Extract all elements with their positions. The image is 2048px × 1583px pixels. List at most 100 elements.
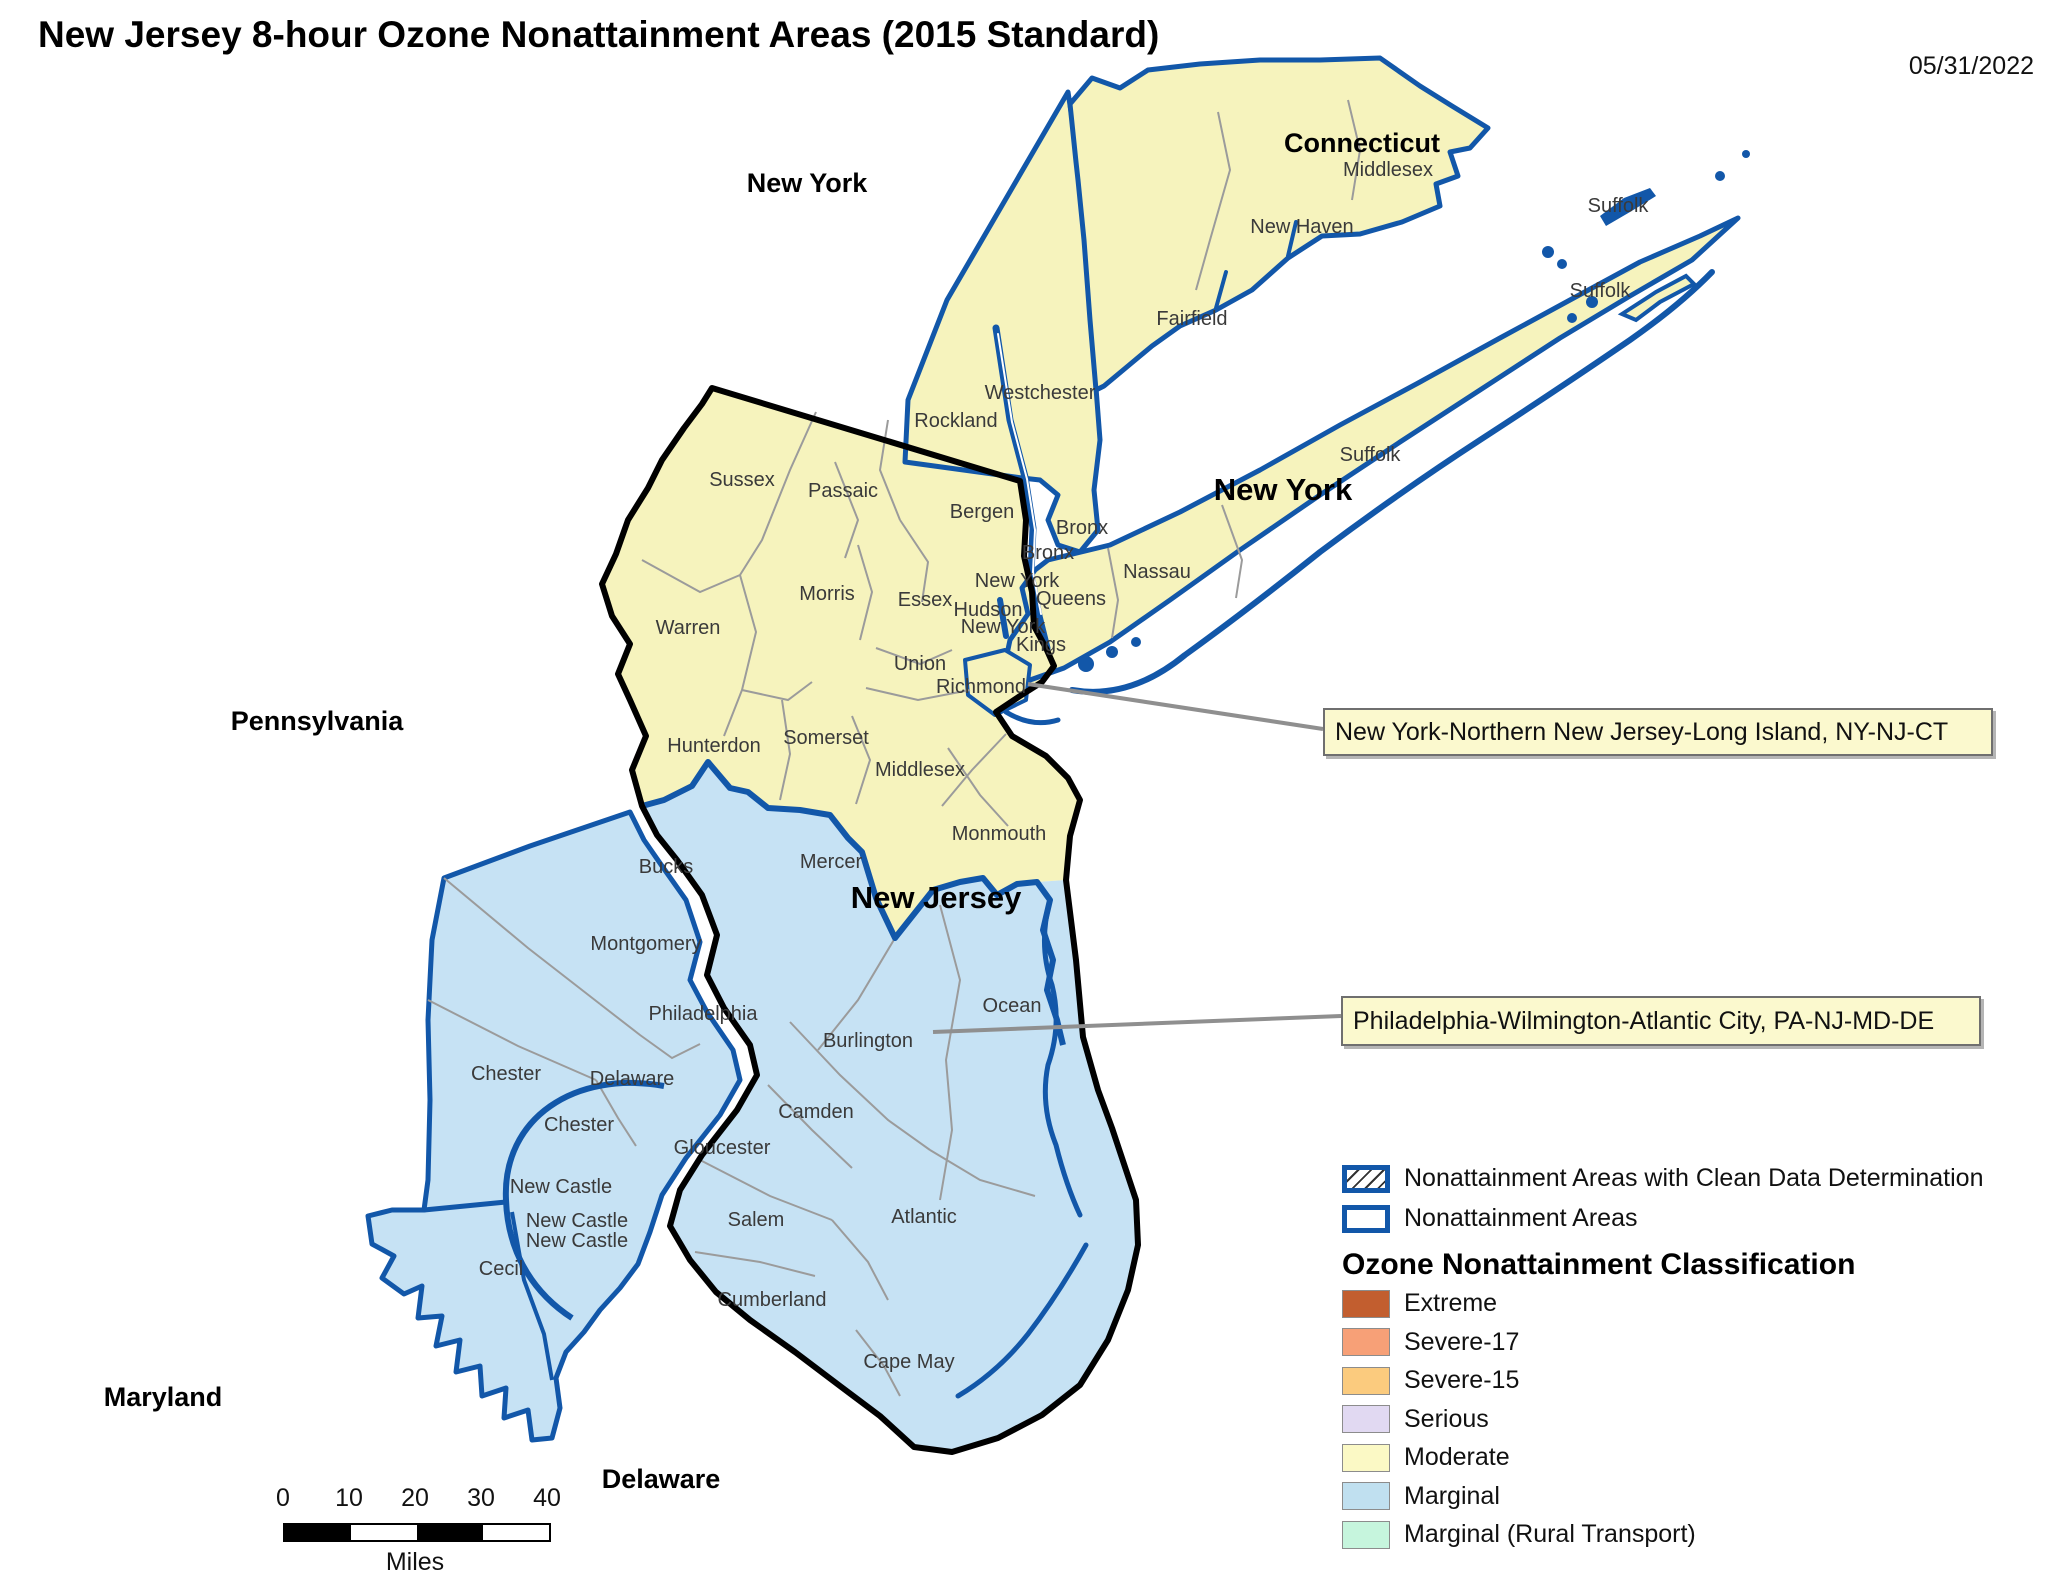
legend-row-extreme: Extreme xyxy=(1342,1289,1497,1318)
legend-row-marginal: Marginal xyxy=(1342,1482,1500,1511)
class-color-swatch xyxy=(1342,1366,1390,1395)
scale-bar-segments xyxy=(283,1523,551,1542)
state-label-maryland: Maryland xyxy=(104,1382,223,1412)
county-label-cumberland: Cumberland xyxy=(718,1289,827,1311)
county-label-richmond: Richmond xyxy=(936,676,1026,698)
county-label-camden: Camden xyxy=(778,1101,854,1123)
callout-phl-area: Philadelphia-Wilmington-Atlantic City, P… xyxy=(1341,996,1981,1046)
county-label-fairfield: Fairfield xyxy=(1156,308,1227,330)
jamaica-bay xyxy=(1131,637,1141,647)
water-features xyxy=(955,220,1715,1399)
county-label-cecil: Cecil xyxy=(479,1258,523,1280)
county-label-passaic: Passaic xyxy=(808,480,878,502)
raritan-bay xyxy=(1003,709,1061,726)
island-shape xyxy=(1557,259,1567,269)
legend-row-marginal-rural-transport: Marginal (Rural Transport) xyxy=(1342,1520,1696,1549)
county-label-hunterdon: Hunterdon xyxy=(667,735,760,757)
legend-label: Nonattainment Areas xyxy=(1404,1204,1638,1232)
class-color-swatch xyxy=(1342,1289,1390,1318)
county-label-cape-may: Cape May xyxy=(863,1351,954,1373)
ct-river-stub xyxy=(1214,270,1228,310)
island-shape xyxy=(1600,188,1656,226)
state-label-pennsylvania: Pennsylvania xyxy=(231,706,405,736)
class-color-swatch xyxy=(1342,1328,1390,1356)
scale-segment xyxy=(351,1525,417,1540)
map-labels: New York Connecticut Pennsylvania Maryland D… xyxy=(104,128,1650,1494)
class-color-swatch xyxy=(1342,1443,1390,1472)
class-color-swatch xyxy=(1342,1520,1390,1549)
county-label-salem: Salem xyxy=(728,1209,785,1231)
legend-label: Moderate xyxy=(1404,1443,1510,1471)
scale-segment xyxy=(483,1525,549,1540)
leader-line-phl xyxy=(932,1014,1342,1034)
callout-ny-nj-ct: New York-Northern New Jersey-Long Island… xyxy=(1323,708,1993,756)
county-label-nassau: Nassau xyxy=(1123,561,1191,583)
nonattainment-boundary-split xyxy=(641,759,1066,1046)
island-shape xyxy=(1542,246,1554,258)
legend-row-severe-15: Severe-15 xyxy=(1342,1366,1519,1395)
state-label-delaware: Delaware xyxy=(602,1464,721,1494)
md-de-line xyxy=(423,1199,507,1213)
hudson-river xyxy=(992,324,1051,652)
legend-row-moderate: Moderate xyxy=(1342,1443,1510,1472)
jamaica-bay xyxy=(1106,646,1118,658)
county-label-delaware: Delaware xyxy=(590,1068,674,1090)
county-label-suffolk: Suffolk xyxy=(1588,195,1650,217)
legend-label: Extreme xyxy=(1404,1289,1498,1317)
page-title: New Jersey 8-hour Ozone Nonattainment Ar… xyxy=(38,14,1160,55)
county-label-bucks: Bucks xyxy=(639,856,693,878)
county-label-bronx: Bronx xyxy=(1056,517,1108,539)
county-label-mercer: Mercer xyxy=(800,851,863,873)
new-castle-arc xyxy=(502,1079,665,1321)
county-boundaries xyxy=(427,99,1362,1397)
county-label-union: Union xyxy=(894,653,946,675)
county-label-chester: Chester xyxy=(471,1063,541,1085)
county-label-monmouth: Monmouth xyxy=(952,823,1047,845)
state-label-connecticut: Connecticut xyxy=(1284,128,1440,158)
cecil-newcastle-line xyxy=(510,1211,554,1381)
scale-tick-30: 30 xyxy=(467,1484,495,1512)
county-label-philadelphia: Philadelphia xyxy=(649,1003,759,1025)
legend-label: Serious xyxy=(1404,1404,1489,1433)
region-pa-de-md-marginal xyxy=(365,809,743,1443)
newark-bay xyxy=(997,597,1009,639)
county-label-morris: Morris xyxy=(799,583,855,605)
county-label-new-castle: New Castle xyxy=(526,1210,628,1232)
suffolk-islands xyxy=(1542,150,1750,323)
county-label-new-york: New York xyxy=(975,570,1060,592)
legend-label: Severe-15 xyxy=(1404,1366,1520,1394)
region-nj-south-marginal xyxy=(642,762,1138,1452)
county-label-westchester: Westchester xyxy=(985,382,1096,404)
leader-line-ny xyxy=(1027,682,1324,731)
legend-row-nonattainment: Nonattainment Areas xyxy=(1342,1204,1637,1233)
county-label-queens: Queens xyxy=(1036,588,1106,610)
legend-label: Severe-17 xyxy=(1404,1327,1520,1356)
county-label-bronx: Bronx xyxy=(1022,542,1074,564)
county-label-gloucester: Gloucester xyxy=(674,1137,771,1159)
legend-row-serious: Serious xyxy=(1342,1405,1489,1434)
island-shape xyxy=(1586,296,1598,308)
jamaica-bay xyxy=(1078,656,1094,672)
legend-row-severe-17: Severe-17 xyxy=(1342,1328,1519,1357)
callout-leader-lines xyxy=(932,682,1342,1034)
island-shape xyxy=(1617,273,1698,323)
nj-state-outline xyxy=(599,385,1141,1455)
region-nj-north-moderate xyxy=(602,388,1080,938)
scale-bar: 0 10 20 30 40 Miles xyxy=(250,1484,610,1583)
barnegat-bay xyxy=(1042,897,1083,1218)
legend-label: Marginal xyxy=(1404,1481,1500,1510)
region-fills xyxy=(365,55,1750,1452)
county-label-hudson: Hudson xyxy=(954,599,1023,621)
county-label-middlesex: Middlesex xyxy=(875,759,965,781)
delaware-arc-borders xyxy=(423,1079,665,1381)
county-label-new-castle: New Castle xyxy=(510,1176,612,1198)
county-label-atlantic: Atlantic xyxy=(891,1206,957,1228)
county-label-chester: Chester xyxy=(544,1114,614,1136)
state-label-new-york: New York xyxy=(1214,472,1353,507)
class-color-swatch xyxy=(1342,1482,1390,1510)
scale-tick-40: 40 xyxy=(533,1484,561,1512)
state-label-new-jersey: New Jersey xyxy=(851,880,1022,915)
scale-tick-20: 20 xyxy=(401,1484,429,1512)
